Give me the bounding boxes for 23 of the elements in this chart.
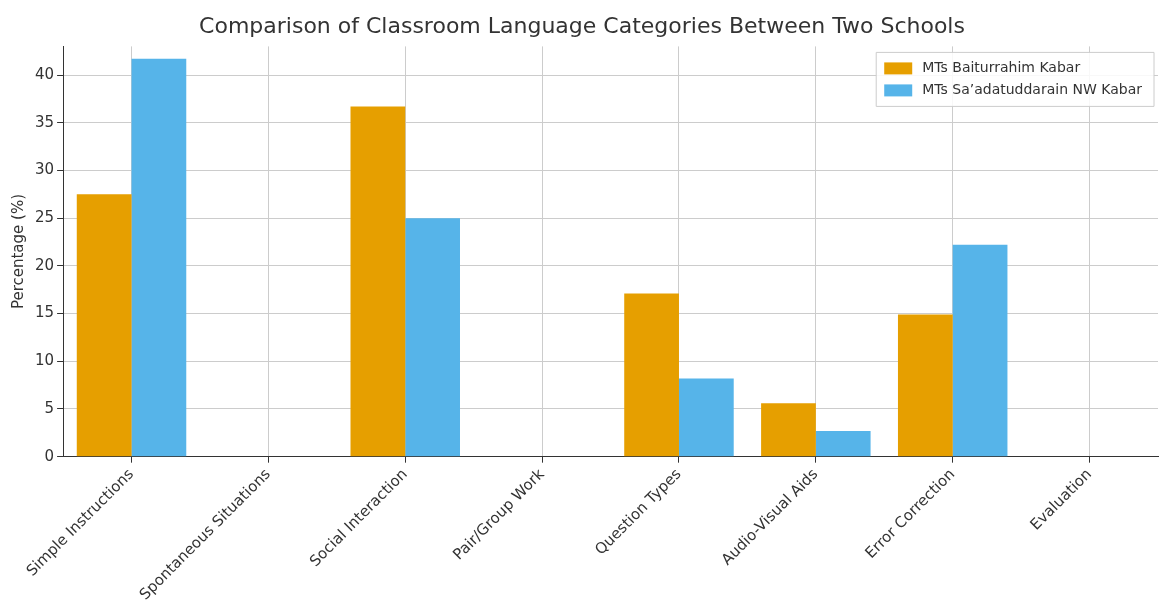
- y-tick-label: 40: [34, 64, 55, 83]
- chart-title: Comparison of Classroom Language Categories Between Two Schools: [199, 12, 965, 38]
- bar: [952, 244, 1008, 457]
- bar: [897, 314, 953, 457]
- legend-label: MTs Baiturrahim Kabar: [922, 59, 1081, 76]
- bar: [624, 293, 679, 457]
- bar: [761, 403, 816, 457]
- y-tick-label: 5: [44, 398, 55, 417]
- bar: [131, 58, 187, 457]
- legend-label: MTs Sa’adatuddarain NW Kabar: [922, 81, 1143, 98]
- y-tick-label: 10: [34, 351, 55, 370]
- y-tick-label: 30: [34, 160, 55, 179]
- y-tick-label: 15: [34, 303, 55, 322]
- bar: [678, 378, 734, 457]
- bar: [405, 218, 460, 457]
- bar: [815, 430, 871, 457]
- y-tick-label: 35: [34, 112, 55, 131]
- bar: [76, 194, 132, 457]
- y-tick-label: 25: [34, 208, 55, 227]
- y-tick-label: 20: [34, 255, 55, 274]
- bar: [350, 106, 406, 457]
- y-axis-title: Percentage (%): [8, 193, 27, 310]
- y-tick-label: 0: [44, 446, 55, 465]
